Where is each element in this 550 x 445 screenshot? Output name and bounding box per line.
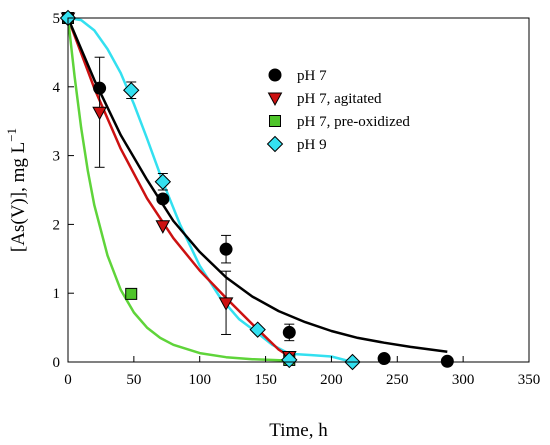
data-point: [377, 352, 391, 366]
data-point: [92, 106, 107, 121]
data-point: [219, 242, 233, 256]
legend-marker: [266, 135, 284, 153]
legend-label: pH 7, agitated: [297, 91, 382, 107]
data-point: [125, 287, 138, 300]
fit-curve: [66, 17, 290, 362]
y-tick-label: 1: [53, 286, 61, 302]
data-point: [282, 325, 296, 339]
y-axis-label: [As(V)], mg L−1: [4, 128, 29, 252]
data-point: [281, 351, 298, 369]
legend: pH 7 pH 7, agitated pH 7, pre-oxidized pH 9: [266, 68, 410, 153]
legend-label: pH 7, pre-oxidized: [297, 114, 410, 130]
data-point: [154, 173, 172, 190]
y-tick-label: 3: [53, 149, 61, 165]
y-tick-label: 4: [53, 80, 61, 96]
axis-ticks: 0 50 100 150 200 250 300 350 0 1 2 3 4 5: [53, 11, 541, 388]
legend-marker: [267, 92, 283, 107]
legend-marker: [269, 115, 281, 127]
x-tick-label: 300: [452, 372, 475, 388]
y-axis-label-superscript: −1: [4, 128, 19, 142]
x-tick-label: 0: [64, 372, 72, 388]
data-point: [123, 82, 140, 99]
y-tick-label: 5: [53, 11, 61, 27]
data-point: [249, 321, 266, 338]
data-point: [156, 192, 170, 206]
legend-label: pH 7: [297, 68, 327, 84]
x-tick-label: 100: [188, 372, 211, 388]
data-point: [155, 220, 171, 234]
fit-curve: [66, 17, 448, 353]
x-tick-label: 50: [126, 372, 141, 388]
fit-curve: [66, 17, 290, 358]
x-tick-label: 150: [254, 372, 277, 388]
plot-frame: [67, 17, 530, 363]
y-axis-label-main: [As(V)], mg L: [8, 142, 29, 252]
x-tick-label: 350: [518, 372, 541, 388]
data-point: [440, 354, 454, 368]
x-axis-label: Time, h: [269, 420, 328, 441]
y-tick-label: 2: [53, 217, 61, 233]
legend-marker: [268, 68, 282, 82]
x-tick-label: 250: [386, 372, 409, 388]
legend-label: pH 9: [297, 137, 327, 153]
x-tick-label: 200: [320, 372, 343, 388]
data-point: [218, 297, 234, 311]
y-tick-label: 0: [53, 355, 61, 371]
data-point: [93, 81, 107, 95]
